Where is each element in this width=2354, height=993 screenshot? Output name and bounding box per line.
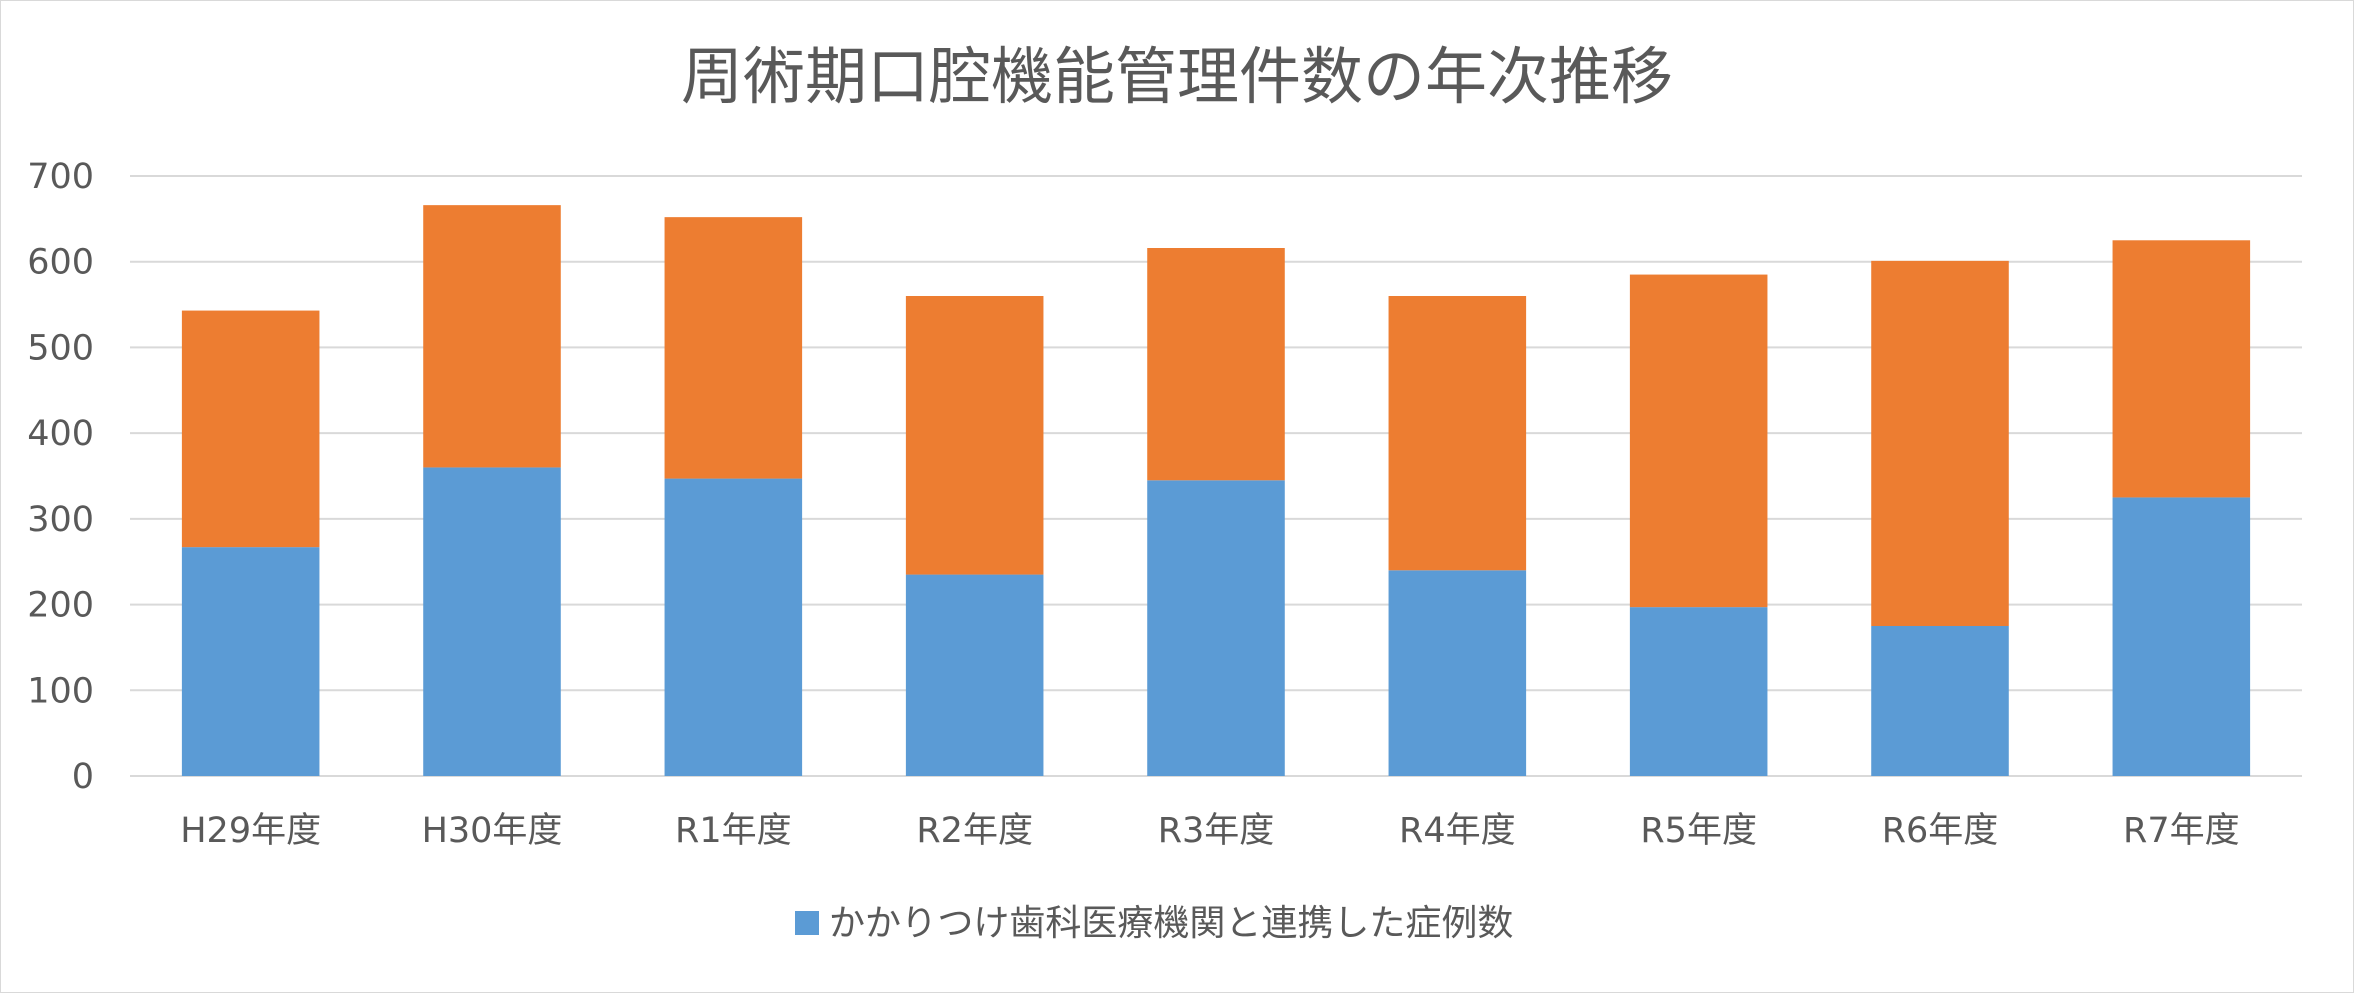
bar-series-2-R4年度 [1388, 296, 1527, 571]
bar-series-1-R7年度 [2112, 497, 2251, 776]
bar-series-1-R4年度 [1388, 570, 1527, 776]
legend: かかりつけ歯科医療機関と連携した症例数 [795, 903, 1513, 944]
y-tick-label-300: 300 [27, 500, 94, 540]
bar-series-2-R2年度 [905, 296, 1044, 575]
x-tick-label-R5年度: R5年度 [1640, 811, 1757, 851]
bar-series-1-R6年度 [1871, 626, 2009, 776]
y-tick-label-500: 500 [27, 328, 94, 368]
y-tick-label-700: 700 [27, 157, 94, 197]
y-tick-label-100: 100 [27, 671, 94, 711]
bar-series-2-H29年度 [181, 310, 320, 548]
bar-series-1-H29年度 [181, 547, 320, 776]
x-tick-label-H29年度: H29年度 [180, 811, 321, 851]
bar-series-1-H30年度 [423, 467, 561, 776]
x-tick-label-H30年度: H30年度 [422, 811, 563, 851]
y-tick-label-400: 400 [27, 414, 94, 454]
bar-series-2-R1年度 [664, 217, 803, 479]
x-tick-label-R1年度: R1年度 [675, 811, 792, 851]
x-tick-label-R2年度: R2年度 [916, 811, 1033, 851]
bars [181, 205, 2251, 776]
bar-series-1-R1年度 [664, 478, 803, 776]
y-tick-label-600: 600 [27, 243, 94, 283]
bar-series-1-R5年度 [1629, 607, 1768, 776]
axes: 0 100 200 300 400 500 600 700 H29年度 H30年度 R1年度 R2年度… [27, 157, 2239, 851]
y-tick-label-200: 200 [27, 586, 94, 626]
x-tick-label-R3年度: R3年度 [1158, 811, 1275, 851]
bar-series-2-H30年度 [423, 205, 561, 468]
legend-label-series-1: かかりつけ歯科医療機関と連携した症例数 [829, 903, 1513, 944]
legend-swatch-series-1 [795, 911, 819, 935]
x-tick-label-R4年度: R4年度 [1399, 811, 1516, 851]
bar-series-2-R3年度 [1147, 248, 1285, 481]
bar-series-1-R2年度 [905, 574, 1044, 776]
y-tick-label-0: 0 [72, 757, 94, 797]
bar-series-2-R5年度 [1629, 274, 1768, 608]
bar-series-2-R7年度 [2112, 240, 2251, 498]
bar-series-2-R6年度 [1871, 260, 2009, 626]
x-tick-label-R7年度: R7年度 [2123, 811, 2240, 851]
x-tick-label-R6年度: R6年度 [1882, 811, 1999, 851]
bar-series-1-R3年度 [1147, 480, 1285, 776]
chart-title: 周術期口腔機能管理件数の年次推移 [681, 40, 1673, 113]
